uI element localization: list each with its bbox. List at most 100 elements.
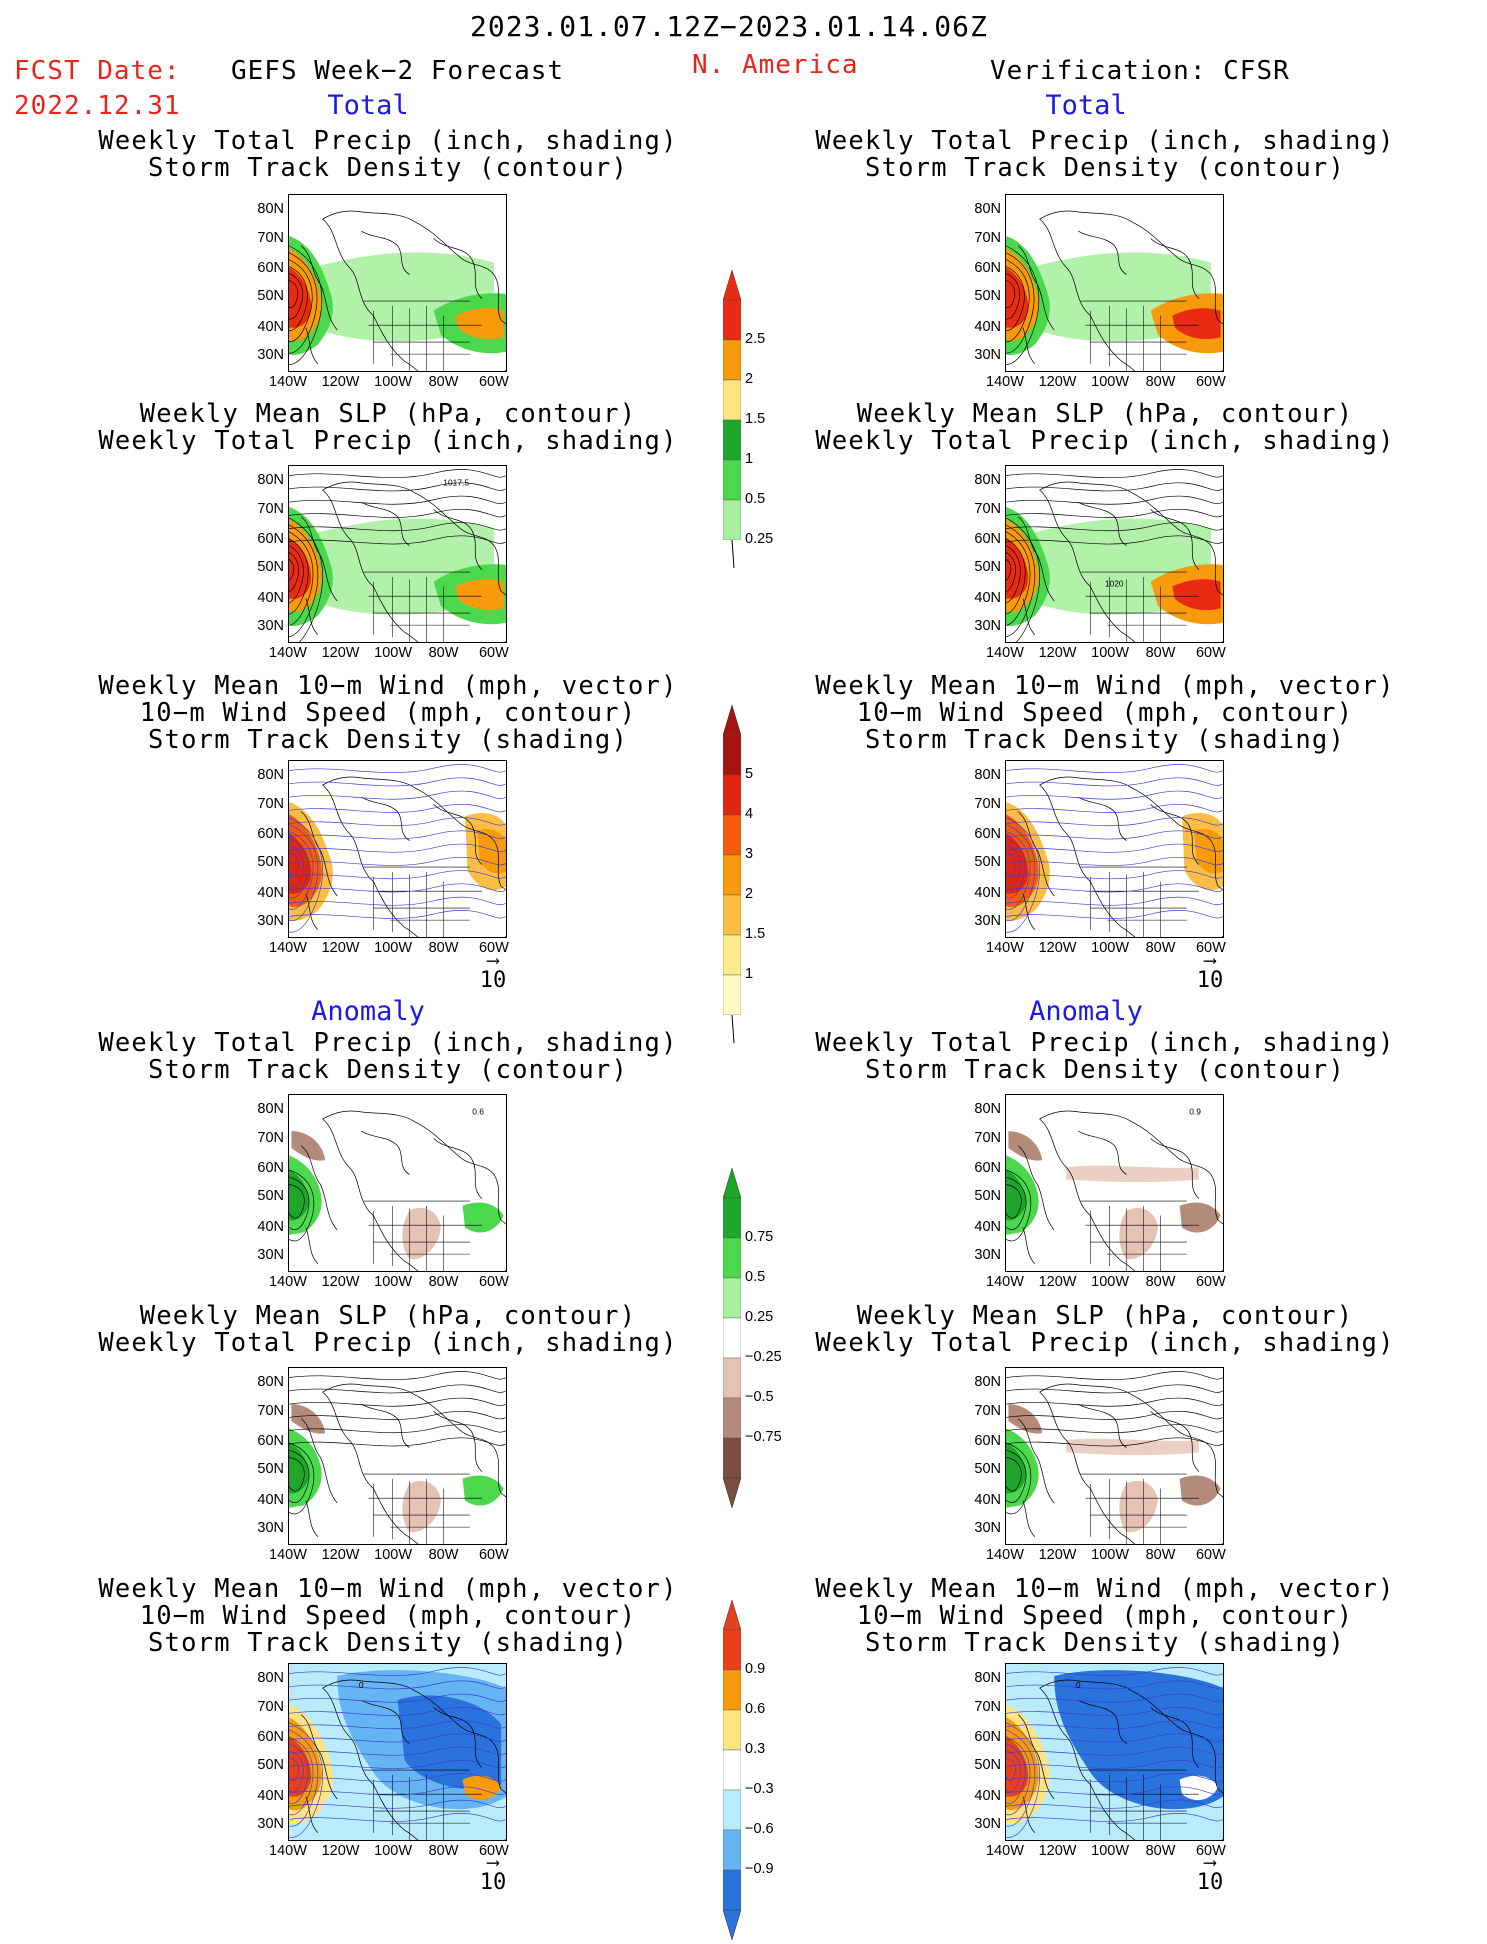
colorbar-track_anom-label-2: 0.6 [745,1701,766,1717]
verification-panel-3-lat-80N: 80N [974,767,1001,784]
forecast-panel-4-lon-80W: 80W [428,1274,459,1290]
colorbar-track_anom-label-1: 0.9 [745,1661,766,1677]
forecast-panel-2-lon-140W: 140W [269,645,307,661]
forecast-panel-2-lat-80N: 80N [257,472,284,489]
forecast-panel-3-lon-140W: 140W [269,940,307,956]
forecast-panel-5-lat-80N: 80N [257,1374,284,1391]
colorbar-track_anom [722,1599,742,1941]
forecast-panel-2-lat-70N: 70N [257,500,284,517]
colorbar-precip_total [722,269,742,570]
verification-map-panel-2: 1020 [1005,465,1224,643]
verification-panel-5-lon-140W: 140W [986,1547,1024,1563]
verification-panel-3-lon-60W: 60W [1195,940,1226,956]
forecast-panel-3-lon-60W: 60W [478,940,509,956]
forecast-panel-4-lon-60W: 60W [478,1274,509,1290]
forecast-panel-6-title-line-1: Weekly Mean 10−m Wind (mph, vector) [98,1574,678,1604]
forecast-panel-5-lat-30N: 30N [257,1519,284,1536]
forecast-panel-5-lat-50N: 50N [257,1461,284,1478]
forecast-panel-5-lat-70N: 70N [257,1402,284,1419]
verification-panel-3-lat-70N: 70N [974,795,1001,812]
verification-panel-3-lon-100W: 100W [1091,940,1130,956]
verification-panel-1-lon-140W: 140W [986,374,1024,390]
verification-panel-3-vector-reference: 10 [1196,968,1224,993]
verification-panel-4-title-line-1: Weekly Total Precip (inch, shading) [815,1028,1395,1058]
colorbar-precip_anom-label-1: 0.75 [745,1229,774,1245]
forecast-anom-track-label: 0.6 [472,1106,484,1116]
colorbar-track_total [722,704,742,1045]
region-label: N. America [692,50,859,80]
verification-panel-5-lat-30N: 30N [974,1519,1001,1536]
forecast-panel-1-lon-100W: 100W [374,374,413,390]
verification-panel-3-lon-80W: 80W [1145,940,1176,956]
verification-panel-1-lat-50N: 50N [974,288,1001,305]
verification-panel-6-title-line-2: 10−m Wind Speed (mph, contour) [856,1601,1354,1631]
forecast-panel-3-lat-80N: 80N [257,767,284,784]
verification-panel-4-lat-70N: 70N [974,1129,1001,1146]
verification-panel-4-title-line-2: Storm Track Density (contour) [864,1055,1346,1085]
forecast-map-panel-4: 0.6 [288,1094,507,1272]
verification-panel-2-lon-140W: 140W [986,645,1024,661]
forecast-anom-wind-label: 0 [359,1680,364,1690]
colorbar-track_anom-label-5: −0.6 [745,1821,774,1837]
forecast-panel-6-lat-40N: 40N [257,1787,284,1804]
forecast-panel-5-title-line-2: Weekly Total Precip (inch, shading) [98,1328,678,1358]
forecast-panel-1-lon-120W: 120W [321,374,360,390]
verification-panel-4-lon-100W: 100W [1091,1274,1130,1290]
verification-panel-4-lat-30N: 30N [974,1246,1001,1263]
colorbar-precip_total-label-5: 0.5 [745,491,766,507]
verification-panel-2-lat-50N: 50N [974,559,1001,576]
forecast-panel-4-title-line-2: Storm Track Density (contour) [147,1055,629,1085]
colorbar-precip_total-label-4: 1 [745,451,754,467]
forecast-panel-2-title-line-2: Weekly Total Precip (inch, shading) [98,426,678,456]
forecast-panel-4-lat-50N: 50N [257,1188,284,1205]
verification-panel-1-title-line-1: Weekly Total Precip (inch, shading) [815,126,1395,156]
forecast-panel-1-lat-60N: 60N [257,259,284,276]
forecast-panel-6-lat-80N: 80N [257,1670,284,1687]
verification-panel-1-lat-30N: 30N [974,346,1001,363]
forecast-panel-1-lon-60W: 60W [478,374,509,390]
forecast-panel-2-title-line-1: Weekly Mean SLP (hPa, contour) [139,399,637,429]
forecast-panel-3-title-line-1: Weekly Mean 10−m Wind (mph, vector) [98,671,678,701]
colorbar-precip_total-label-1: 2.5 [745,331,766,347]
forecast-map-panel-1 [288,194,507,372]
verification-panel-4-lon-120W: 120W [1038,1274,1077,1290]
verification-panel-6-lon-100W: 100W [1091,1843,1130,1859]
colorbar-track_total-label-3: 3 [745,846,754,862]
forecast-panel-6-lon-60W: 60W [478,1843,509,1859]
forecast-panel-3-lat-60N: 60N [257,825,284,842]
forecast-anomaly-heading: Anomaly [311,996,425,1027]
forecast-panel-1-lat-50N: 50N [257,288,284,305]
forecast-panel-2-lon-60W: 60W [478,645,509,661]
verification-panel-5-lat-60N: 60N [974,1432,1001,1449]
verification-panel-1-lat-70N: 70N [974,229,1001,246]
forecast-panel-6-title-line-3: Storm Track Density (shading) [147,1628,629,1658]
verification-panel-3-lon-140W: 140W [986,940,1024,956]
forecast-panel-6-lon-120W: 120W [321,1843,360,1859]
forecast-panel-1-title-line-1: Weekly Total Precip (inch, shading) [98,126,678,156]
colorbar-track_anom-label-6: −0.9 [745,1861,774,1877]
forecast-panel-3-vector-arrow-icon: ⟶ [487,950,499,971]
forecast-map-panel-2: 1017.5 [288,465,507,643]
forecast-panel-3-lon-100W: 100W [374,940,413,956]
forecast-panel-1-title-line-2: Storm Track Density (contour) [147,153,629,183]
colorbar-track_anom-label-4: −0.3 [745,1781,774,1797]
fcst-date-label: FCST Date: [14,56,181,86]
verification-panel-6-lat-70N: 70N [974,1698,1001,1715]
forecast-panel-1-lon-80W: 80W [428,374,459,390]
colorbar-track_total-label-1: 5 [745,766,754,782]
forecast-model-label: GEFS Week−2 Forecast [231,56,565,86]
verification-panel-5-lat-50N: 50N [974,1461,1001,1478]
verification-panel-2-lat-40N: 40N [974,589,1001,606]
forecast-panel-3-lat-50N: 50N [257,854,284,871]
verification-panel-5-lon-100W: 100W [1091,1547,1130,1563]
forecast-panel-4-lon-140W: 140W [269,1274,307,1290]
verification-panel-3-lon-120W: 120W [1038,940,1077,956]
forecast-panel-5-lon-120W: 120W [321,1547,360,1563]
verification-map-panel-5 [1005,1367,1224,1545]
forecast-panel-3-lon-120W: 120W [321,940,360,956]
forecast-panel-4-lat-60N: 60N [257,1159,284,1176]
forecast-panel-1-lon-140W: 140W [269,374,307,390]
forecast-panel-1-lat-40N: 40N [257,318,284,335]
forecast-panel-1-lat-70N: 70N [257,229,284,246]
verification-total-heading: Total [1045,90,1127,121]
